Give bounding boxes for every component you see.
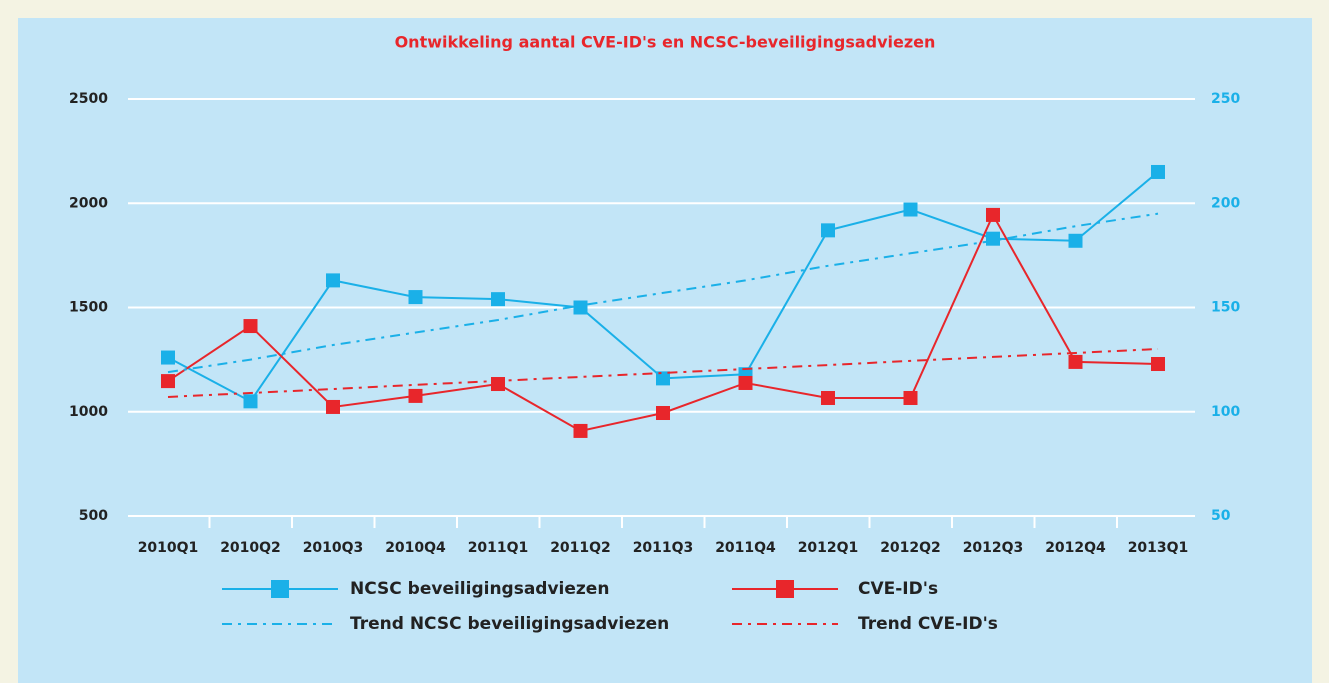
chart-title: Ontwikkeling aantal CVE-ID's en NCSC-bev… [395,33,936,52]
x-tick-label: 2010Q3 [303,540,364,556]
legend-label: Trend CVE-ID's [858,614,998,634]
legend-label: NCSC beveiligingsadviezen [350,579,609,599]
y-tick-label: 500 [79,508,108,524]
point [903,202,918,217]
x-tick-label: 2013Q1 [1128,540,1189,556]
point [986,207,1000,222]
point [1068,354,1083,369]
series-line [167,347,1159,398]
point [821,390,835,405]
x-tick-label: 2010Q1 [138,540,199,556]
legend-marker [776,580,794,598]
point [326,273,340,288]
y2-tick-label: 150 [1211,300,1240,316]
y-tick-label: 2500 [69,91,108,107]
point [491,292,505,307]
x-tick-label: 2010Q4 [385,540,446,556]
point [903,390,918,405]
point [656,406,670,421]
x-tick-label: 2011Q3 [633,540,694,556]
point [573,423,588,438]
point [821,223,835,238]
x-tick-label: 2012Q2 [880,540,941,556]
legend-label: Trend NCSC beveiligingsadviezen [350,614,669,634]
y-tick-label: 2000 [69,195,108,211]
y2-tick-label: 200 [1211,195,1240,211]
point [491,377,505,392]
x-tick-label: 2012Q1 [798,540,859,556]
x-tick-label: 2011Q4 [715,540,776,556]
point [326,399,340,414]
point [986,231,1000,246]
point [738,375,753,390]
y2-tick-label: 50 [1211,508,1231,524]
x-tick-label: 2010Q2 [220,540,281,556]
series-line [167,212,1159,374]
x-tick-label: 2012Q3 [963,540,1024,556]
x-tick-label: 2012Q4 [1045,540,1106,556]
panel [18,18,1312,683]
point [1151,164,1165,179]
point [408,388,423,403]
x-tick-label: 2011Q2 [550,540,611,556]
point [408,290,423,305]
point [1151,357,1165,372]
y2-tick-label: 100 [1211,404,1240,420]
point [243,394,258,409]
point [573,300,588,315]
y2-tick-label: 250 [1211,91,1240,107]
point [161,374,175,389]
legend-marker [271,580,289,598]
point [243,319,258,334]
y-tick-label: 1500 [69,300,108,316]
x-tick-label: 2011Q1 [468,540,529,556]
legend-label: CVE-ID's [858,579,938,599]
y-tick-label: 1000 [69,404,108,420]
point [656,371,670,386]
point [161,350,175,365]
point [1068,233,1083,248]
